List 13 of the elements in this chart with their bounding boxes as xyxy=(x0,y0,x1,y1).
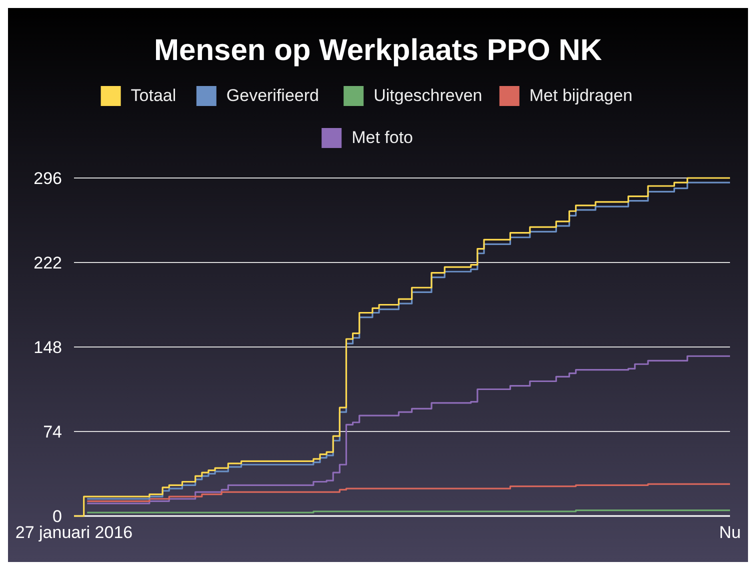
legend-label: Met foto xyxy=(352,128,414,147)
y-tick-label: 0 xyxy=(52,507,62,526)
y-tick-label: 74 xyxy=(43,422,62,442)
legend-label: Totaal xyxy=(130,86,176,105)
legend-label: Geverifieerd xyxy=(226,86,320,105)
x-tick-label: Nu xyxy=(719,523,741,542)
y-tick-label: 296 xyxy=(34,169,62,188)
legend-label: Met bijdragen xyxy=(529,86,632,105)
y-tick-label: 148 xyxy=(34,338,62,357)
legend-label: Uitgeschreven xyxy=(374,86,482,105)
x-tick-label: 27 januari 2016 xyxy=(15,523,133,542)
y-tick-label: 222 xyxy=(34,254,62,272)
chart-title: Mensen op Werkplaats PPO NK xyxy=(154,34,602,67)
